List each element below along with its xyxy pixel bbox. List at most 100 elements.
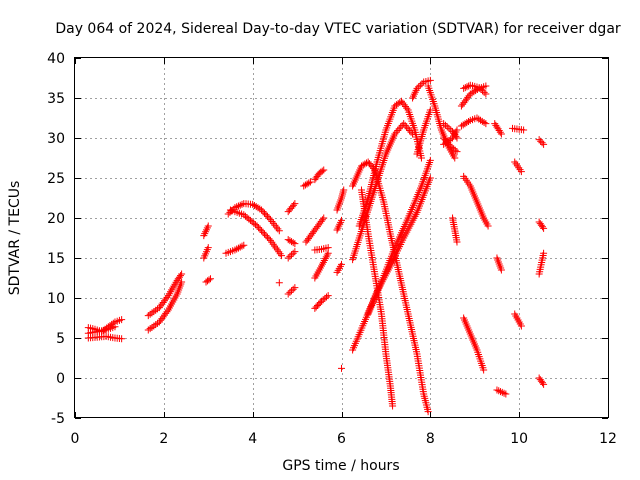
data-point xyxy=(461,84,469,92)
x-tick-label: 6 xyxy=(337,431,346,447)
series-arc-5h-e xyxy=(300,178,314,190)
data-point xyxy=(238,200,246,208)
data-point xyxy=(305,179,313,187)
data-point xyxy=(291,240,299,248)
data-point xyxy=(289,249,297,257)
data-point xyxy=(320,257,328,265)
data-point xyxy=(441,139,449,147)
y-tick-label: 10 xyxy=(47,291,65,307)
data-point xyxy=(269,219,277,227)
data-point xyxy=(453,126,461,134)
data-point xyxy=(397,123,405,131)
data-point xyxy=(401,121,409,129)
data-point xyxy=(338,260,345,268)
data-point xyxy=(278,252,286,260)
data-point xyxy=(482,82,490,90)
data-point xyxy=(284,254,292,262)
data-point xyxy=(289,239,297,247)
data-point xyxy=(109,319,117,327)
data-point xyxy=(535,136,543,144)
series-arc-10_5-b xyxy=(535,218,548,232)
data-point xyxy=(394,127,402,135)
data-point xyxy=(465,118,473,126)
data-point xyxy=(176,272,184,280)
data-point xyxy=(258,227,266,235)
series-arc-9_5-b xyxy=(493,254,505,274)
series-arc-9h-mid xyxy=(457,114,490,130)
series-arc-9h-fall-3 xyxy=(449,214,461,246)
data-point xyxy=(252,203,260,211)
data-point xyxy=(271,221,279,229)
data-point xyxy=(396,98,404,106)
data-point xyxy=(233,245,241,253)
data-point xyxy=(520,126,528,134)
data-point xyxy=(400,120,408,128)
data-point xyxy=(263,233,271,241)
data-point xyxy=(400,101,408,109)
marks-layer xyxy=(84,76,548,416)
data-point xyxy=(163,308,171,316)
data-point xyxy=(403,123,411,131)
x-tick-label: 4 xyxy=(248,431,257,447)
data-point xyxy=(389,402,397,410)
data-point xyxy=(231,246,239,254)
data-point xyxy=(496,128,504,136)
y-tick-label: 25 xyxy=(47,171,65,187)
data-point xyxy=(362,159,370,167)
data-point xyxy=(318,260,326,268)
series-arc-10h-c xyxy=(511,310,525,330)
series-arc-3h-c xyxy=(202,275,214,286)
data-point xyxy=(480,366,488,374)
y-tick-labels: -5 0 5 10 15 20 25 30 35 40 xyxy=(47,51,65,427)
series-arc-5h-a xyxy=(284,284,299,298)
series-arc-10h-b xyxy=(511,158,525,176)
data-point xyxy=(204,244,212,252)
data-point xyxy=(234,244,242,252)
series-arc-4h-decline xyxy=(226,206,286,260)
data-point xyxy=(318,167,326,175)
data-point xyxy=(249,200,257,208)
data-point xyxy=(319,258,327,266)
data-point xyxy=(460,84,468,92)
data-point xyxy=(265,235,273,243)
data-point xyxy=(538,379,546,387)
data-point xyxy=(451,154,459,162)
y-tick-label: 0 xyxy=(56,371,65,387)
data-point xyxy=(250,202,258,210)
data-point xyxy=(498,388,506,396)
x-tick-label: 0 xyxy=(71,431,80,447)
data-point xyxy=(224,210,232,218)
data-point xyxy=(204,222,212,230)
data-point xyxy=(475,84,483,92)
data-point xyxy=(415,83,423,91)
data-point xyxy=(404,125,412,133)
data-point xyxy=(479,87,487,95)
data-point xyxy=(457,122,465,130)
data-point xyxy=(316,299,324,307)
series-arc-5h-h xyxy=(311,292,332,312)
data-point xyxy=(538,223,546,231)
data-point xyxy=(482,90,490,98)
data-point xyxy=(392,128,400,136)
series-arc-8_5-c xyxy=(440,126,461,148)
data-point xyxy=(320,214,328,222)
data-point xyxy=(236,201,244,209)
data-point xyxy=(538,139,546,147)
data-point xyxy=(323,251,331,259)
data-point xyxy=(470,88,478,96)
series-arc-early-3 xyxy=(84,323,119,337)
series-arc-4h-single xyxy=(275,279,283,287)
data-point xyxy=(261,230,269,238)
data-point xyxy=(238,242,246,250)
series-arc-5h-f xyxy=(311,166,328,184)
data-point xyxy=(497,388,505,396)
data-point xyxy=(401,102,409,110)
data-point xyxy=(463,119,471,127)
data-point xyxy=(468,89,476,97)
data-point xyxy=(259,228,267,236)
data-point xyxy=(416,81,424,89)
series-arc-3h-b xyxy=(200,222,212,240)
series-arc-5h-j xyxy=(311,244,332,254)
series-arc-6h-c xyxy=(333,260,345,276)
data-point xyxy=(500,389,508,397)
